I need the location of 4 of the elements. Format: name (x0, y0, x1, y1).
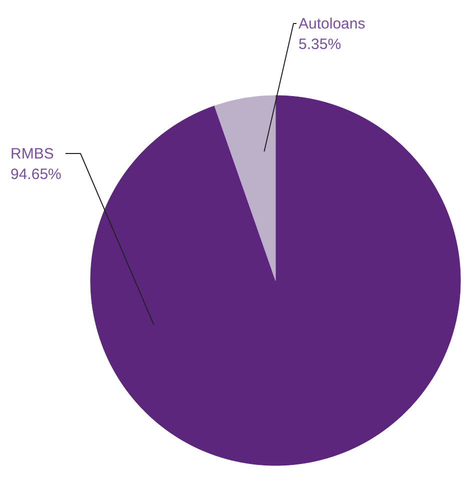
data-label: 5.35% (298, 36, 342, 53)
slice-label: RMBS (10, 146, 54, 162)
data-label: 94.65% (10, 166, 62, 183)
slice-label: Autoloans (298, 16, 366, 32)
